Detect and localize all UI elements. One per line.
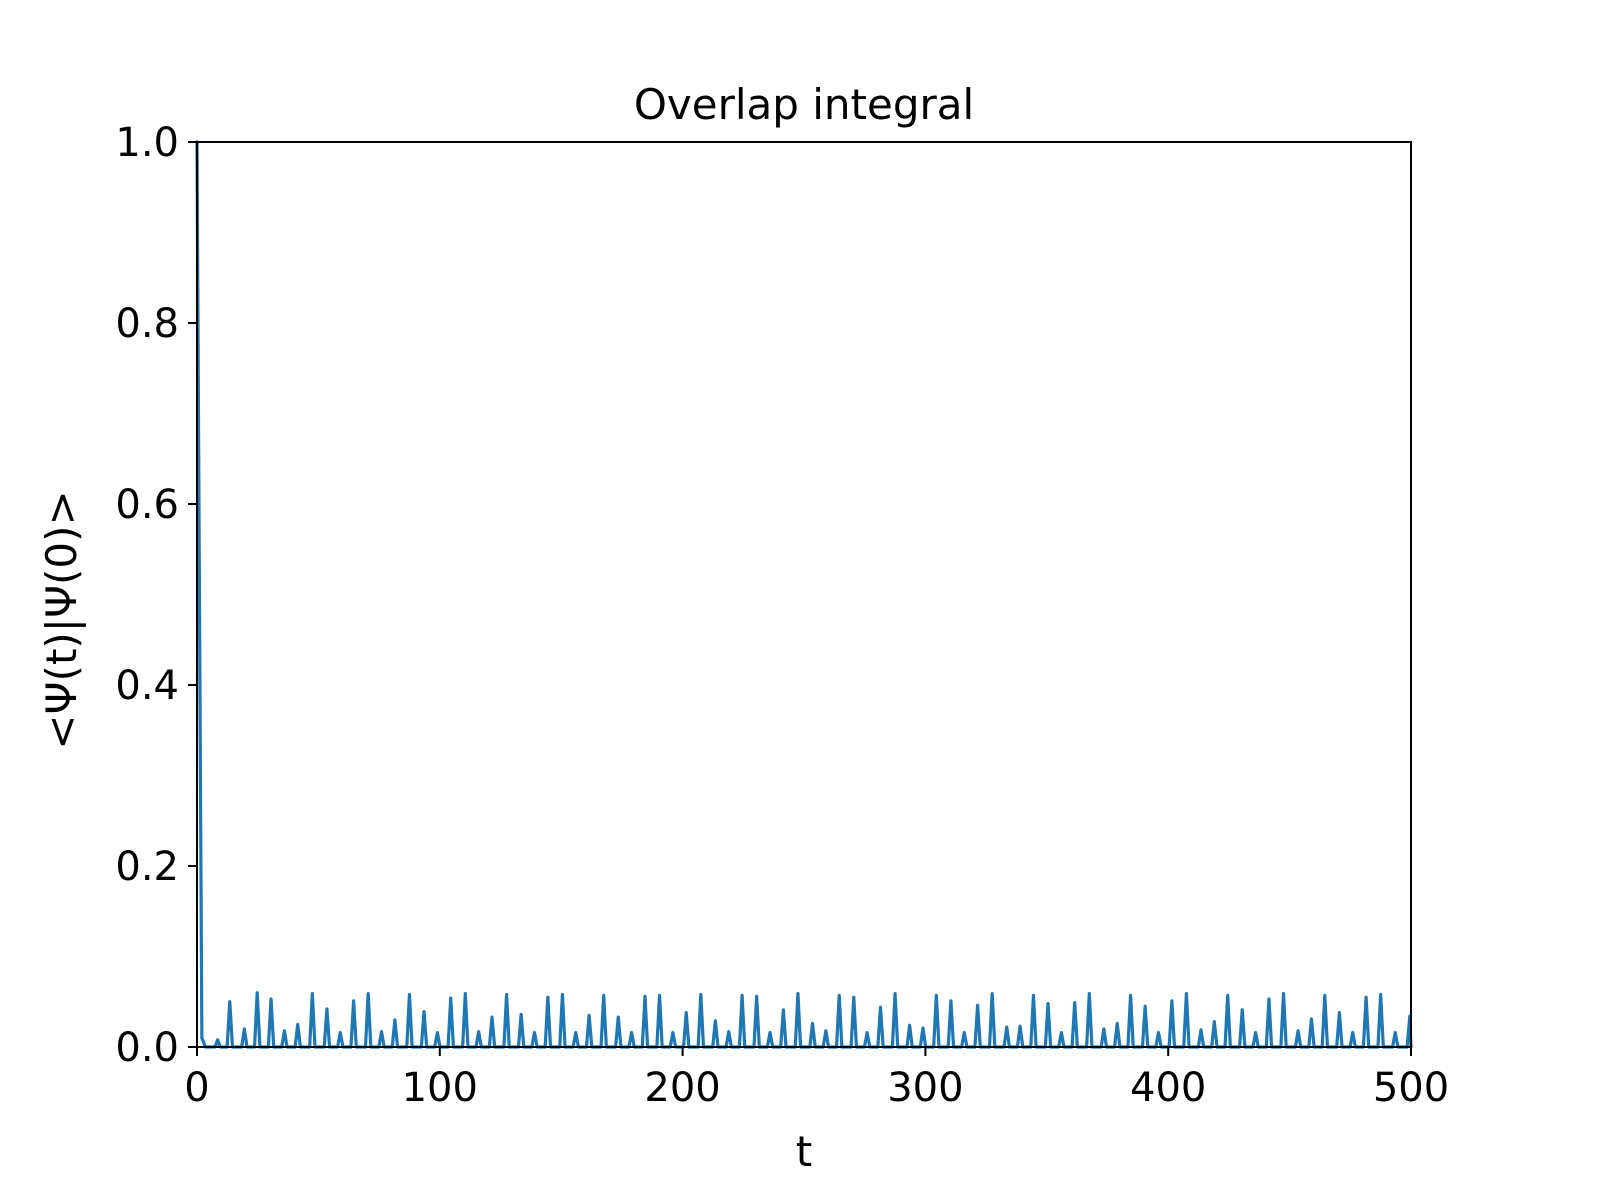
x-tick-label: 400 xyxy=(1130,1065,1206,1111)
y-tick-label: 0.0 xyxy=(115,1025,179,1071)
y-axis-ticks: 0.0 0.2 0.4 0.6 0.8 1.0 xyxy=(115,120,197,1071)
x-tick-label: 100 xyxy=(402,1065,478,1111)
plot-frame xyxy=(196,141,1412,1048)
x-axis-label: t xyxy=(796,1127,812,1176)
y-tick-label: 0.2 xyxy=(115,844,179,890)
x-tick-label: 0 xyxy=(184,1065,209,1111)
x-axis-ticks: 0 100 200 300 400 500 xyxy=(184,1047,1449,1111)
y-tick-label: 0.6 xyxy=(115,482,179,528)
x-tick-label: 300 xyxy=(887,1065,963,1111)
chart-title: Overlap integral xyxy=(634,80,974,129)
y-tick-label: 0.8 xyxy=(115,301,179,347)
y-axis-label: <Ψ(t)|Ψ(0)> xyxy=(37,490,86,749)
y-tick-label: 1.0 xyxy=(115,120,179,166)
plot-area xyxy=(195,140,1413,1049)
x-tick-label: 200 xyxy=(644,1065,720,1111)
x-tick-label: 500 xyxy=(1373,1065,1449,1111)
y-tick-label: 0.4 xyxy=(115,663,179,709)
